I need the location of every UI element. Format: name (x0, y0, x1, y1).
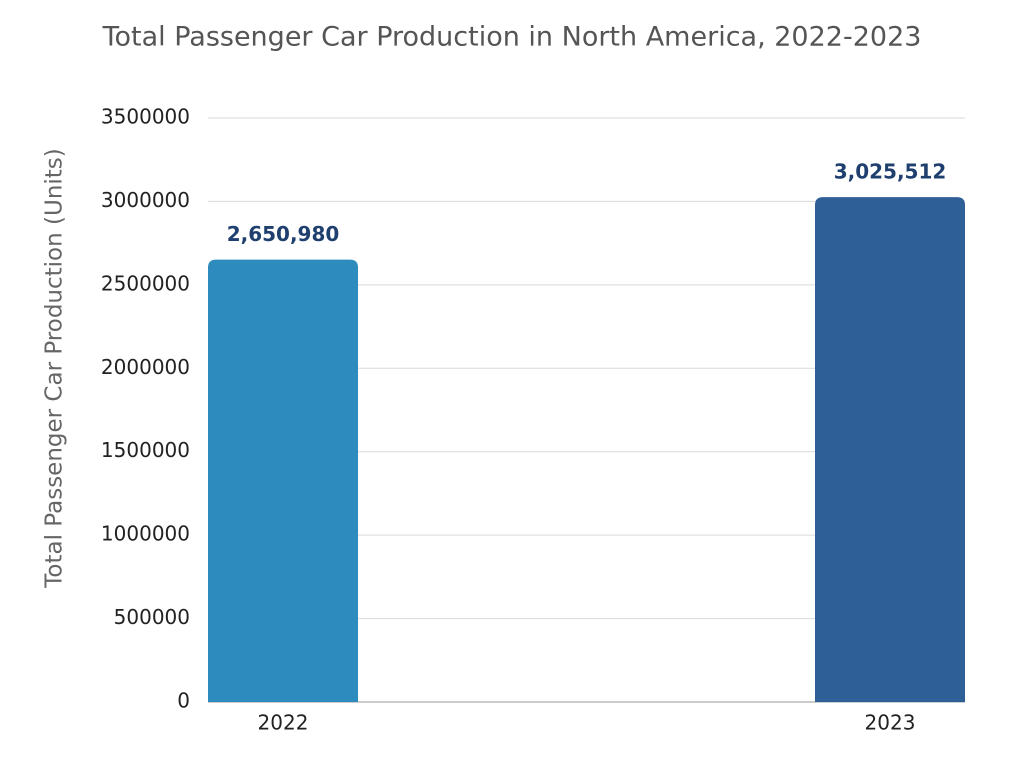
y-tick-label: 0 (177, 689, 190, 713)
y-tick-label: 2000000 (101, 355, 190, 379)
chart-title: Total Passenger Car Production in North … (102, 22, 922, 53)
y-tick-label: 1500000 (101, 438, 190, 462)
value-label: 3,025,512 (834, 160, 947, 184)
y-tick-label: 2500000 (101, 271, 190, 295)
y-tick-label: 500000 (114, 605, 190, 629)
y-axis-label: Total Passenger Car Production (Units) (42, 148, 68, 589)
bar (815, 197, 965, 703)
x-tick-label: 2022 (258, 711, 309, 735)
y-tick-label: 3000000 (101, 188, 190, 212)
y-tick-label: 3500000 (101, 105, 190, 129)
y-tick-label: 1000000 (101, 522, 190, 546)
x-tick-label: 2023 (865, 711, 916, 735)
bar (208, 259, 358, 702)
value-label: 2,650,980 (227, 222, 340, 246)
